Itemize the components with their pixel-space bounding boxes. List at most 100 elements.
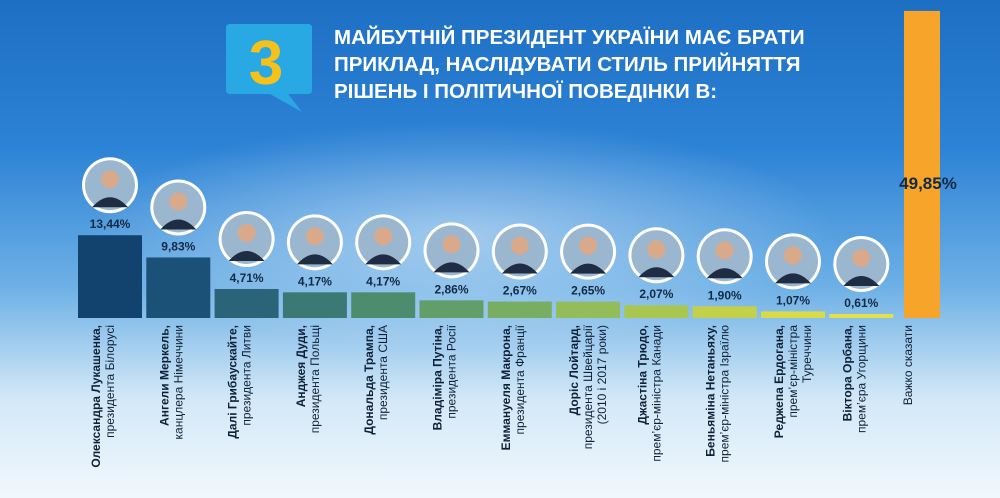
value-label: 49,85% (899, 174, 957, 193)
category-label: Олександра Лукашенка,президента Білорусі (89, 325, 117, 468)
value-label: 2,67% (503, 284, 537, 298)
portrait-face (237, 223, 256, 242)
portrait-body (570, 263, 607, 274)
portrait-face (169, 192, 188, 211)
bar (624, 305, 689, 318)
portrait-body (296, 254, 333, 265)
value-label: 2,65% (571, 284, 605, 298)
bar (829, 314, 894, 318)
portrait-body (160, 219, 197, 230)
value-label: 13,44% (90, 217, 131, 231)
bar-group: 4,71% Далі Грибаускайте,президента Литви (214, 210, 279, 439)
portrait-face (374, 227, 393, 246)
bar-group: 13,44% Олександра Лукашенка,президента Бі… (78, 157, 142, 468)
category-label-line: президента Польщі (308, 325, 322, 433)
portrait-face (442, 235, 461, 254)
portrait-photo (218, 210, 275, 267)
category-label-line: Далі Грибаускайте, (226, 325, 240, 439)
title-line: РІШЕНЬ І ПОЛІТИЧНОЇ ПОВЕДІНКИ В: (334, 80, 718, 103)
portrait-photo (355, 214, 412, 271)
speech-bubble-shape (226, 24, 312, 112)
category-label: Реджепа Ердогана,прем’єр-міністраТуреччи… (772, 325, 814, 439)
bar (419, 300, 484, 318)
portrait-photo (286, 214, 343, 271)
title-line: ПРИКЛАД, НАСЛІДУВАТИ СТИЛЬ ПРИЙНЯТТЯ (334, 53, 801, 76)
category-label: Дональда Трампа,президента США (362, 325, 390, 435)
bar-group: 4,17% Анджея Дуди,президента Польщі (282, 214, 347, 433)
bar-group: 2,65% Доріс Лойтард,президента Швейцарії(… (556, 223, 621, 449)
category-label-line: Владіміра Путіна, (431, 325, 445, 430)
portrait-photo (150, 179, 207, 236)
category-label: Доріс Лойтард,президента Швейцарії(2010 … (567, 324, 609, 449)
bar-group: 49,85% Важко сказати (899, 10, 957, 405)
portrait-photo (560, 223, 617, 280)
portrait-photo (765, 233, 821, 290)
category-label-line: прем’єр-міністра Ізраїлю (718, 325, 732, 462)
category-label: Ангели Меркель,канцлера Німеччини (157, 325, 185, 439)
portrait-body (365, 254, 402, 265)
value-label: 4,17% (366, 274, 400, 288)
category-label-line: Еммануеля Макрона, (499, 325, 513, 450)
portrait-body (706, 268, 743, 279)
category-label-line: Олександра Лукашенка, (89, 325, 103, 468)
bar (761, 311, 825, 318)
bar-group: 0,61% Віктора Орбана,прем’єра Угорщини (829, 236, 894, 433)
value-label: 4,17% (298, 274, 332, 288)
portrait-face (101, 170, 119, 189)
category-label-line: прем’єр-міністра (786, 325, 800, 418)
category-label-line: президента Франції (513, 324, 527, 434)
category-label-line: Туреччини (800, 325, 814, 383)
portrait-photo (833, 236, 890, 292)
category-label-line: канцлера Німеччини (171, 325, 185, 439)
category-label-line: Віктора Орбана, (840, 325, 854, 421)
value-label: 4,71% (230, 271, 264, 285)
category-label-line: Анджея Дуди, (294, 325, 308, 407)
portrait-photo (423, 222, 480, 279)
category-label-line: прем’єра Угорщини (854, 325, 868, 433)
category-label-line: (2010 і 2017 роки) (595, 325, 609, 424)
bar (487, 301, 552, 318)
portrait-face (510, 236, 529, 255)
category-label-line: Важко сказати (901, 325, 915, 405)
bar (282, 292, 347, 318)
bar (351, 292, 416, 318)
category-label-line: президента США (376, 325, 390, 420)
category-label: Джастіна Трюдо,прем’єр-міністра Канади (635, 325, 663, 462)
bar (904, 10, 940, 318)
value-label: 9,83% (161, 239, 195, 253)
portrait-body (775, 273, 811, 284)
category-label-line: Дональда Трампа, (362, 325, 376, 435)
portrait-body (501, 263, 538, 274)
title-line: МАЙБУТНІЙ ПРЕЗИДЕНТ УКРАЇНИ МАЄ БРАТИ (334, 26, 805, 49)
chart-title: МАЙБУТНІЙ ПРЕЗИДЕНТ УКРАЇНИ МАЄ БРАТИ ПР… (334, 24, 854, 105)
category-label-line: Джастіна Трюдо, (635, 325, 649, 425)
portrait-photo (628, 227, 685, 284)
category-label-line: президента Швейцарії (581, 324, 595, 449)
value-label: 2,86% (434, 282, 468, 296)
portrait-body (228, 250, 265, 261)
value-label: 2,07% (639, 287, 673, 301)
category-label: Еммануеля Макрона,президента Франції (499, 324, 527, 450)
portrait-face (305, 227, 324, 246)
category-label: Далі Грибаускайте,президента Литви (226, 325, 254, 439)
category-label-line: Беньяміна Нетаньяху, (704, 325, 718, 457)
category-label: Анджея Дуди,президента Польщі (294, 325, 322, 433)
bar (692, 306, 757, 318)
portrait-face (784, 246, 802, 265)
category-label-line: Доріс Лойтард, (567, 325, 581, 415)
portrait-body (92, 197, 128, 208)
portrait-photo (696, 228, 753, 285)
value-label: 1,07% (776, 293, 810, 307)
portrait-body (433, 262, 470, 273)
category-label-line: президента Литви (240, 325, 254, 426)
category-label: Владіміра Путіна,президента Росії (431, 324, 459, 430)
bar-group: 2,07% Джастіна Трюдо,прем’єр-міністра Кан… (624, 227, 689, 462)
portrait-face (579, 236, 598, 255)
bar-group: 2,67% Еммануеля Макрона,президента Франці… (487, 223, 552, 450)
bar-group: 1,07% Реджепа Ердогана,прем’єр-міністраТу… (761, 233, 825, 438)
bar-group: 4,17% Дональда Трампа,президента США (351, 214, 416, 435)
bar (214, 288, 279, 318)
bar (556, 301, 621, 318)
portrait-face (647, 240, 666, 259)
value-label: 0,61% (844, 296, 878, 310)
